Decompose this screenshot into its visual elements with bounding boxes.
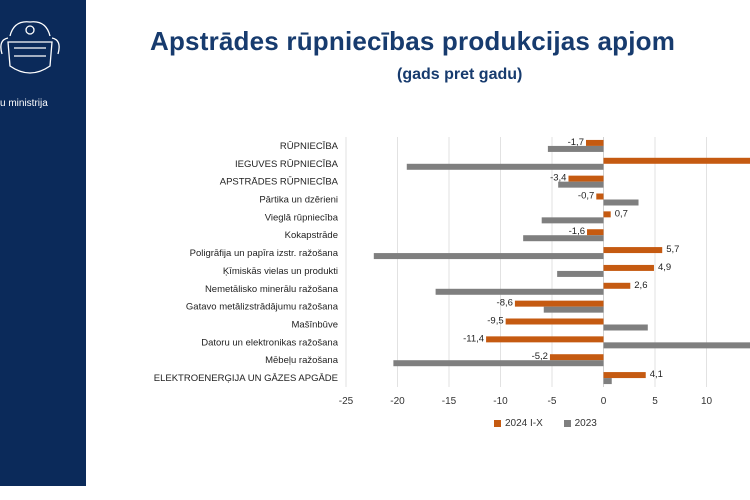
category-label: Vieglā rūpniecība — [265, 212, 339, 223]
bar-2024 — [568, 175, 604, 182]
data-label-2024: -3,4 — [550, 173, 566, 184]
x-tick-label: -20 — [390, 396, 405, 407]
data-label-2024: 2,6 — [634, 280, 647, 291]
category-label: APSTRĀDES RŪPNIECĪBA — [220, 177, 339, 188]
category-label: ELEKTROENERĢIJA UN GĀZES APGĀDE — [154, 373, 338, 384]
bar-2024 — [603, 157, 750, 164]
data-label-2024: 0,7 — [615, 208, 628, 219]
x-tick-label: 5 — [652, 396, 658, 407]
x-tick-label: 0 — [601, 396, 607, 407]
bar-2024 — [603, 282, 631, 289]
data-label-2024: 4,1 — [650, 369, 663, 380]
category-label: Kokapstrāde — [285, 230, 338, 241]
bar-2023 — [603, 378, 612, 385]
bar-2024 — [514, 300, 604, 307]
bar-2023 — [435, 288, 604, 295]
bar-2023 — [406, 163, 604, 170]
bar-2023 — [603, 342, 750, 349]
bar-2024 — [587, 229, 604, 236]
x-tick-label: -10 — [493, 396, 508, 407]
bar-2024 — [603, 372, 646, 379]
sidebar-panel: u ministrija — [0, 0, 86, 486]
data-label-2024: -8,6 — [497, 298, 513, 309]
bar-2023 — [541, 217, 604, 224]
category-label: Datoru un elektronikas ražošana — [201, 337, 338, 348]
legend-label-2023: 2023 — [574, 418, 597, 429]
data-label-2024: -9,5 — [487, 316, 503, 327]
data-label-2024: 5,7 — [666, 244, 679, 255]
coat-of-arms-logo — [0, 21, 60, 74]
x-tick-label: -15 — [442, 396, 457, 407]
legend-item-2023: 2023 — [563, 418, 597, 429]
bar-2023 — [558, 181, 604, 188]
bar-2023 — [373, 253, 604, 260]
bar-2024 — [603, 211, 611, 218]
legend-label-2024: 2024 I-X — [505, 418, 543, 429]
bar-2024 — [585, 139, 604, 146]
ministry-name: u ministrija — [0, 98, 48, 109]
data-label-2024: -1,6 — [569, 226, 585, 237]
bar-2023 — [557, 270, 604, 277]
category-label: IEGUVES RŪPNIECĪBA — [235, 159, 339, 170]
bar-2023 — [523, 235, 604, 242]
x-tick-label: 10 — [701, 396, 713, 407]
data-label-2024: -0,7 — [578, 191, 594, 202]
page-title: Apstrādes rūpniecības produkcijas apjom — [150, 26, 676, 56]
x-tick-label: -25 — [339, 396, 354, 407]
category-label: Ķīmiskās vielas un produkti — [223, 266, 338, 277]
chart-legend: 2024 I-X 2023 — [494, 418, 615, 429]
data-label-2024: 4,9 — [658, 262, 671, 273]
category-label: Gatavo metālizstrādājumu ražošana — [186, 302, 339, 313]
bar-2023 — [393, 360, 604, 367]
bar-2024 — [549, 354, 604, 361]
bar-2024 — [486, 336, 604, 343]
bar-2023 — [543, 306, 604, 313]
page-subtitle: (gads pret gadu) — [397, 66, 523, 83]
legend-swatch-2023 — [563, 419, 571, 427]
bar-2023 — [603, 324, 648, 331]
category-label: Nemetālisko minerālu ražošana — [205, 284, 339, 295]
bar-2023 — [603, 199, 639, 206]
legend-swatch-2024 — [494, 419, 501, 427]
bar-2024 — [603, 264, 654, 271]
bar-2024 — [505, 318, 604, 325]
data-label-2024: -1,7 — [568, 137, 584, 148]
data-label-2024: -5,2 — [532, 351, 548, 362]
category-label: RŪPNIECĪBA — [280, 141, 339, 152]
category-label: Mašīnbūve — [292, 320, 338, 331]
x-tick-label: -5 — [548, 396, 557, 407]
category-label: Poligrāfija un papīra izstr. ražošana — [190, 248, 339, 259]
bar-2023 — [547, 145, 604, 152]
category-label: Pārtika un dzērieni — [259, 195, 338, 206]
bar-2024 — [603, 247, 663, 254]
category-label: Mēbeļu ražošana — [265, 355, 339, 366]
data-label-2024: -11,4 — [463, 333, 484, 344]
bar-2024 — [596, 193, 604, 200]
legend-item-2024: 2024 I-X — [494, 418, 543, 429]
